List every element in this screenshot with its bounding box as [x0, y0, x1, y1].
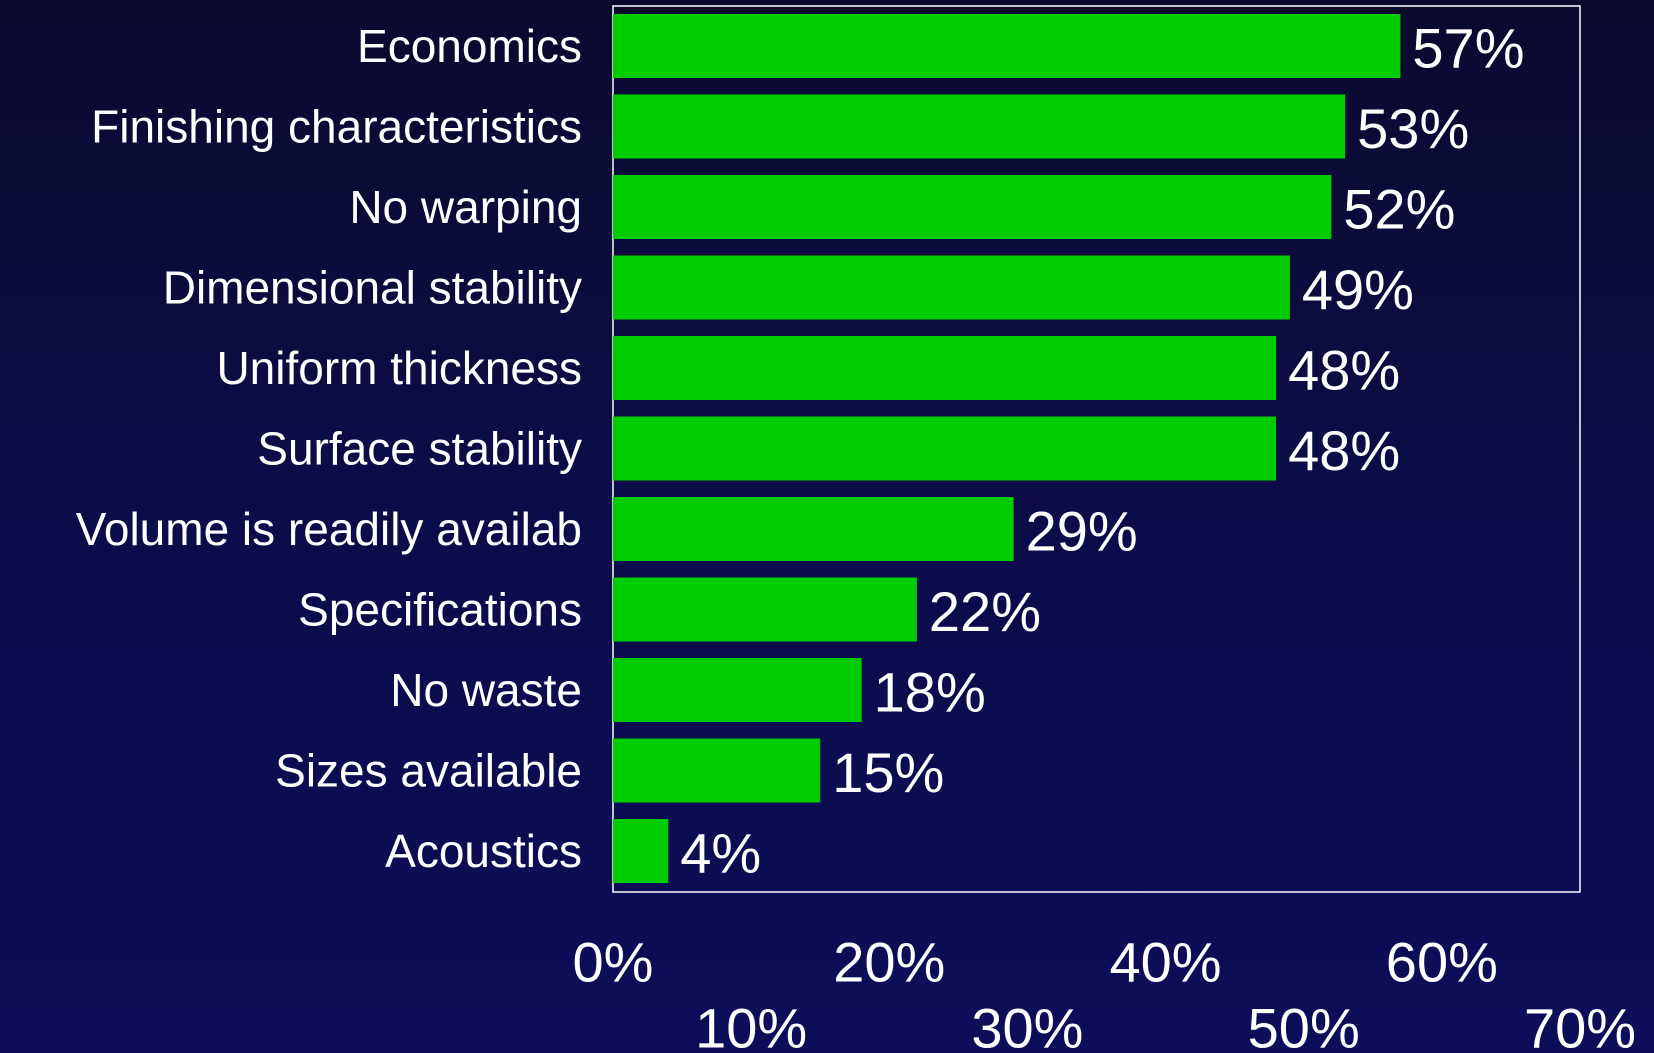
category-label: Economics: [357, 20, 582, 72]
category-label: Uniform thickness: [216, 342, 582, 394]
data-label: 18%: [874, 661, 986, 724]
bar: [613, 416, 1277, 481]
bar: [613, 94, 1346, 159]
data-label: 52%: [1343, 178, 1455, 241]
x-tick-label: 30%: [971, 997, 1083, 1053]
bar: [613, 336, 1277, 400]
data-label: 48%: [1288, 339, 1400, 402]
data-label: 29%: [1026, 500, 1138, 563]
data-label: 48%: [1288, 419, 1400, 482]
bar: [613, 738, 821, 803]
x-tick-label: 60%: [1386, 931, 1498, 994]
x-tick-label: 50%: [1248, 997, 1360, 1053]
data-label: 15%: [832, 741, 944, 804]
category-label: Acoustics: [385, 825, 582, 877]
category-label: Specifications: [298, 584, 582, 636]
bar: [613, 14, 1401, 78]
category-label: Dimensional stability: [163, 262, 582, 314]
category-label: No waste: [390, 664, 582, 716]
x-tick-label: 20%: [833, 931, 945, 994]
x-tick-label: 10%: [695, 997, 807, 1053]
category-label: No warping: [349, 181, 582, 233]
data-label: 4%: [680, 822, 761, 885]
bar: [613, 577, 917, 642]
category-label: Surface stability: [257, 423, 582, 475]
category-label: Finishing characteristics: [91, 101, 582, 153]
bar: [613, 819, 669, 883]
category-label: Volume is readily availab: [76, 503, 582, 555]
data-label: 53%: [1357, 97, 1469, 160]
x-tick-label: 0%: [573, 931, 654, 994]
x-tick-label: 40%: [1110, 931, 1222, 994]
bar: [613, 497, 1014, 561]
data-label: 57%: [1412, 17, 1524, 80]
bar: [613, 255, 1290, 320]
category-label: Sizes available: [275, 745, 582, 797]
bar: [613, 175, 1332, 239]
data-label: 49%: [1302, 258, 1414, 321]
bar: [613, 658, 862, 722]
x-tick-label: 70%: [1524, 997, 1636, 1053]
data-label: 22%: [929, 580, 1041, 643]
